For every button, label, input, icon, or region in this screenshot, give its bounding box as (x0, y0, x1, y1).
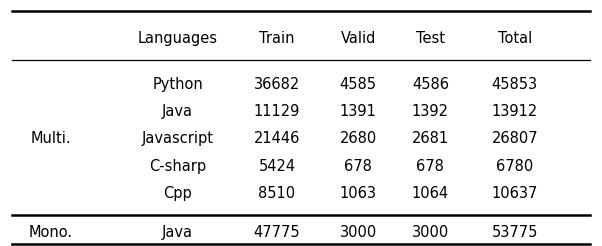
Text: 53775: 53775 (491, 225, 538, 240)
Text: 1064: 1064 (412, 186, 449, 200)
Text: Languages: Languages (138, 31, 217, 46)
Text: 3000: 3000 (340, 225, 377, 240)
Text: Java: Java (162, 105, 193, 119)
Text: 8510: 8510 (258, 186, 296, 200)
Text: Javascript: Javascript (141, 132, 214, 146)
Text: 6780: 6780 (496, 159, 533, 173)
Text: 45853: 45853 (492, 77, 538, 92)
Text: 1063: 1063 (340, 186, 377, 200)
Text: 10637: 10637 (491, 186, 538, 200)
Text: Valid: Valid (341, 31, 376, 46)
Text: 678: 678 (417, 159, 444, 173)
Text: 13912: 13912 (492, 105, 538, 119)
Text: 4585: 4585 (340, 77, 377, 92)
Text: 47775: 47775 (253, 225, 300, 240)
Text: Multi.: Multi. (31, 132, 72, 146)
Text: Total: Total (498, 31, 532, 46)
Text: Train: Train (259, 31, 294, 46)
Text: 4586: 4586 (412, 77, 449, 92)
Text: Test: Test (416, 31, 445, 46)
Text: 2681: 2681 (412, 132, 449, 146)
Text: 2680: 2680 (340, 132, 377, 146)
Text: 11129: 11129 (253, 105, 300, 119)
Text: Cpp: Cpp (163, 186, 192, 200)
Text: Python: Python (152, 77, 203, 92)
Text: 3000: 3000 (412, 225, 449, 240)
Text: 1391: 1391 (340, 105, 377, 119)
Text: Mono.: Mono. (29, 225, 73, 240)
Text: 5424: 5424 (258, 159, 296, 173)
Text: Java: Java (162, 225, 193, 240)
Text: 1392: 1392 (412, 105, 449, 119)
Text: 26807: 26807 (491, 132, 538, 146)
Text: 36682: 36682 (254, 77, 300, 92)
Text: 21446: 21446 (253, 132, 300, 146)
Text: C-sharp: C-sharp (149, 159, 206, 173)
Text: 678: 678 (344, 159, 372, 173)
